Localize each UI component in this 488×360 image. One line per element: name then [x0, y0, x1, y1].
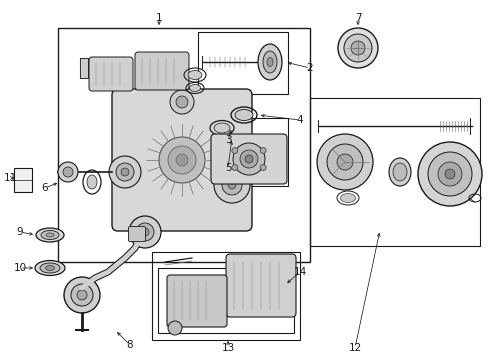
Circle shape — [336, 154, 352, 170]
Text: 6: 6 — [41, 183, 48, 193]
Circle shape — [63, 167, 73, 177]
Ellipse shape — [388, 158, 410, 186]
Ellipse shape — [235, 109, 252, 121]
Circle shape — [159, 137, 204, 183]
Bar — [198, 118, 287, 186]
Ellipse shape — [46, 233, 54, 237]
Text: 10: 10 — [13, 263, 26, 273]
Text: 11: 11 — [3, 173, 17, 183]
FancyBboxPatch shape — [135, 52, 189, 90]
Circle shape — [260, 165, 265, 171]
FancyBboxPatch shape — [167, 275, 226, 327]
Circle shape — [417, 142, 481, 206]
Bar — [309, 98, 479, 246]
Ellipse shape — [392, 163, 406, 181]
Circle shape — [437, 162, 461, 186]
Bar — [58, 28, 309, 262]
Bar — [198, 32, 287, 94]
Ellipse shape — [214, 123, 229, 133]
Circle shape — [232, 143, 264, 175]
Circle shape — [121, 168, 129, 176]
Ellipse shape — [266, 58, 272, 67]
Bar — [152, 252, 299, 340]
Circle shape — [337, 28, 377, 68]
Circle shape — [141, 228, 149, 236]
FancyBboxPatch shape — [112, 89, 251, 231]
Circle shape — [109, 156, 141, 188]
Text: 7: 7 — [354, 13, 361, 23]
Circle shape — [64, 277, 100, 313]
FancyBboxPatch shape — [210, 134, 286, 184]
Text: 5: 5 — [224, 163, 231, 173]
Circle shape — [136, 223, 154, 241]
Text: 4: 4 — [296, 115, 303, 125]
Circle shape — [343, 34, 371, 62]
FancyBboxPatch shape — [128, 226, 145, 242]
Text: 14: 14 — [293, 267, 306, 277]
Circle shape — [214, 167, 249, 203]
Text: 13: 13 — [221, 343, 234, 353]
Ellipse shape — [45, 266, 54, 270]
Circle shape — [176, 154, 187, 166]
Text: 8: 8 — [126, 340, 133, 350]
Circle shape — [244, 155, 252, 163]
Circle shape — [168, 321, 182, 335]
FancyBboxPatch shape — [225, 254, 295, 317]
Circle shape — [227, 181, 236, 189]
Ellipse shape — [258, 44, 282, 80]
Ellipse shape — [36, 228, 64, 242]
Ellipse shape — [40, 263, 60, 273]
Ellipse shape — [35, 261, 65, 275]
Ellipse shape — [87, 175, 97, 189]
Circle shape — [326, 144, 362, 180]
Ellipse shape — [187, 71, 202, 80]
Text: 3: 3 — [224, 135, 231, 145]
Text: 12: 12 — [347, 343, 361, 353]
Circle shape — [350, 41, 364, 55]
Ellipse shape — [189, 85, 200, 91]
Circle shape — [176, 96, 187, 108]
Circle shape — [168, 146, 196, 174]
Circle shape — [444, 169, 454, 179]
Circle shape — [231, 148, 237, 153]
Text: 9: 9 — [17, 227, 23, 237]
Circle shape — [260, 148, 265, 153]
Ellipse shape — [41, 230, 59, 239]
Circle shape — [231, 165, 237, 171]
Bar — [158, 268, 293, 333]
Bar — [14, 168, 32, 192]
Circle shape — [58, 162, 78, 182]
Circle shape — [77, 290, 87, 300]
Ellipse shape — [263, 51, 276, 73]
Circle shape — [427, 152, 471, 196]
Circle shape — [129, 216, 161, 248]
Text: 1: 1 — [155, 13, 162, 23]
Circle shape — [240, 150, 258, 168]
Ellipse shape — [340, 194, 355, 202]
Circle shape — [170, 90, 194, 114]
Polygon shape — [80, 58, 88, 78]
Circle shape — [222, 175, 242, 195]
Circle shape — [71, 284, 93, 306]
Circle shape — [116, 163, 134, 181]
FancyBboxPatch shape — [89, 57, 133, 91]
Text: 2: 2 — [306, 63, 313, 73]
Circle shape — [316, 134, 372, 190]
